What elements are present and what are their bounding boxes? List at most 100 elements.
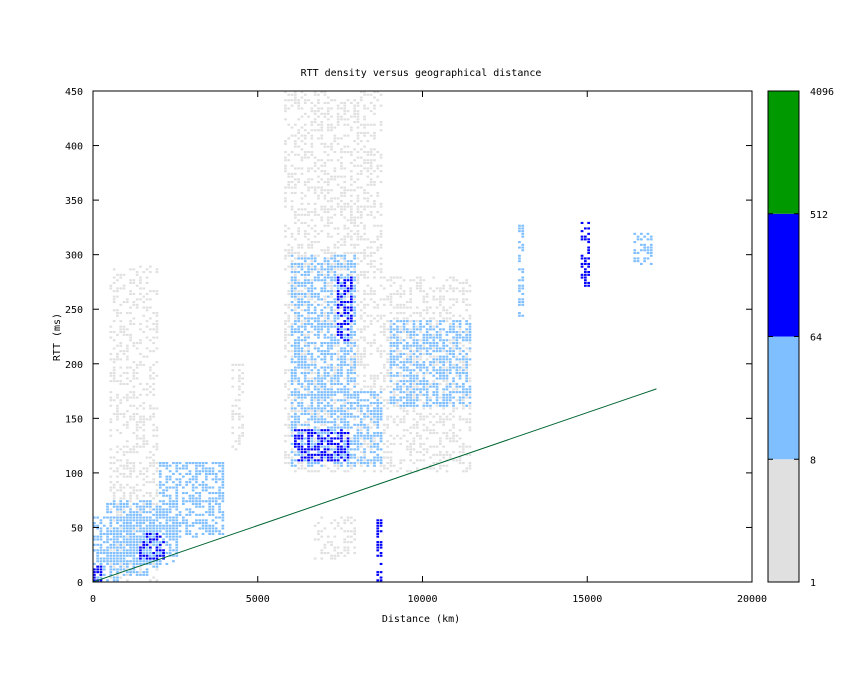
- density-cell: [432, 325, 436, 328]
- density-cell: [119, 287, 123, 290]
- density-cell: [208, 486, 211, 489]
- density-cell: [313, 265, 317, 268]
- density-cell: [442, 423, 445, 426]
- density-cell: [122, 549, 126, 552]
- density-cell: [448, 396, 452, 399]
- density-cell: [294, 292, 297, 295]
- density-cell: [409, 358, 412, 361]
- density-cell: [343, 309, 347, 312]
- density-cell: [158, 562, 162, 565]
- density-cell: [122, 535, 126, 538]
- density-cell: [439, 374, 442, 377]
- density-cell: [323, 352, 327, 355]
- density-cell: [330, 145, 333, 148]
- density-cell: [152, 532, 155, 535]
- density-cell: [379, 391, 383, 394]
- density-cell: [109, 456, 113, 459]
- density-cell: [195, 492, 198, 495]
- density-cell: [208, 505, 211, 508]
- density-cell: [106, 557, 109, 560]
- density-cell: [350, 361, 353, 364]
- density-cell: [379, 93, 383, 96]
- density-cell: [122, 530, 126, 533]
- density-cell: [162, 524, 165, 527]
- density-cell: [584, 268, 587, 271]
- density-cell: [439, 415, 442, 418]
- density-cell: [336, 137, 340, 140]
- density-cell: [363, 145, 366, 148]
- density-cell: [300, 339, 304, 342]
- density-cell: [290, 322, 294, 325]
- density-cell: [126, 519, 129, 522]
- density-cell: [330, 437, 333, 440]
- density-cell: [152, 530, 155, 533]
- density-cell: [369, 418, 373, 421]
- density-cell: [126, 549, 129, 552]
- density-cell: [363, 328, 366, 331]
- density-cell: [218, 464, 221, 467]
- density-cell: [580, 273, 584, 276]
- density-cells: [93, 91, 653, 582]
- density-cell: [429, 421, 432, 424]
- density-cell: [343, 377, 347, 380]
- density-cell: [379, 434, 383, 437]
- density-cell: [415, 320, 419, 323]
- density-cell: [462, 393, 465, 396]
- density-cell: [439, 287, 442, 290]
- density-cell: [336, 328, 340, 331]
- density-cell: [326, 290, 330, 293]
- density-cell: [116, 290, 119, 293]
- density-cell: [389, 369, 393, 372]
- density-cell: [425, 467, 429, 470]
- density-cell: [330, 197, 333, 200]
- density-cell: [310, 434, 314, 437]
- density-cell: [346, 402, 350, 405]
- density-cell: [409, 453, 412, 456]
- density-cell: [369, 151, 373, 154]
- density-cell: [290, 254, 294, 257]
- density-cell: [313, 170, 317, 173]
- density-cell: [93, 543, 96, 546]
- density-cell: [356, 156, 360, 159]
- density-cell: [468, 290, 472, 293]
- density-cell: [323, 382, 327, 385]
- density-cell: [343, 347, 347, 350]
- density-cell: [425, 331, 429, 334]
- density-cell: [452, 459, 455, 462]
- density-cell: [389, 399, 393, 402]
- density-cell: [323, 358, 327, 361]
- density-cell: [287, 415, 291, 418]
- density-cell: [132, 391, 136, 394]
- density-cell: [330, 347, 333, 350]
- density-cell: [158, 524, 162, 527]
- density-cell: [587, 238, 590, 241]
- density-cell: [396, 355, 399, 358]
- density-cell: [294, 186, 297, 189]
- density-cell: [132, 464, 136, 467]
- density-cell: [346, 99, 350, 102]
- density-cell: [126, 328, 129, 331]
- density-cell: [455, 287, 459, 290]
- density-cell: [392, 276, 396, 279]
- density-cell: [376, 303, 380, 306]
- density-cell: [218, 508, 221, 511]
- density-cell: [425, 369, 429, 372]
- density-cell: [310, 393, 314, 396]
- density-cell: [241, 432, 244, 435]
- density-cell: [149, 546, 152, 549]
- density-cell: [145, 355, 149, 358]
- density-cell: [313, 347, 317, 350]
- density-cell: [109, 336, 113, 339]
- density-cell: [135, 483, 139, 486]
- density-cell: [323, 172, 327, 175]
- density-cell: [448, 325, 452, 328]
- density-cell: [353, 372, 356, 375]
- density-cell: [376, 434, 380, 437]
- density-cell: [412, 336, 416, 339]
- density-cell: [126, 527, 129, 530]
- density-cell: [149, 328, 152, 331]
- density-cell: [122, 519, 126, 522]
- density-cell: [132, 342, 136, 345]
- density-cell: [419, 331, 422, 334]
- density-cell: [116, 489, 119, 492]
